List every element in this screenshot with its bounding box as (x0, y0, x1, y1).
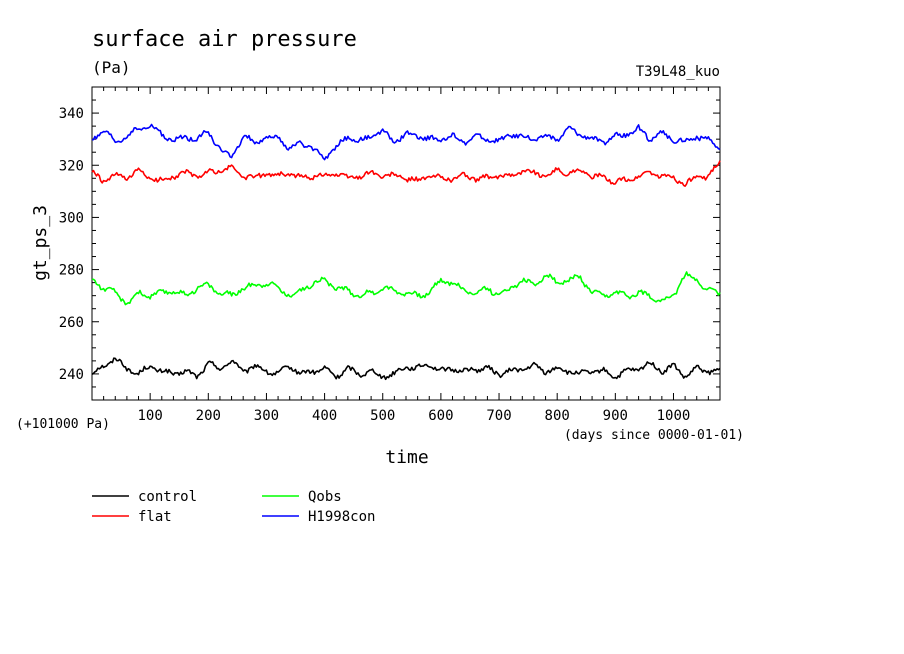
y-offset-note: (+101000 Pa) (16, 417, 110, 432)
y-axis-label: gt_ps_3 (30, 205, 51, 281)
x-unit-note: (days since 0000-01-01) (564, 428, 744, 443)
x-tick-label: 600 (428, 408, 453, 424)
x-tick-label: 300 (254, 408, 279, 424)
x-tick-labels: 100 200 300 400 500 600 700 800 900 1000 (137, 408, 690, 424)
series-line-H1998con (91, 123, 721, 161)
x-tick-label: 700 (486, 408, 511, 424)
chart-units: (Pa) (92, 58, 131, 77)
x-axis-label: time (385, 447, 428, 468)
legend-label: Qobs (308, 489, 342, 505)
x-tick-label: 1000 (657, 408, 691, 424)
chart-title: surface air pressure (92, 27, 357, 52)
legend-label: H1998con (308, 509, 375, 525)
y-tick-label: 280 (59, 263, 84, 279)
x-tick-label: 100 (137, 408, 162, 424)
y-tick-labels: 240 260 280 300 320 340 (59, 106, 84, 383)
x-tick-label: 800 (545, 408, 570, 424)
y-tick-label: 320 (59, 158, 84, 174)
y-tick-label: 340 (59, 106, 84, 122)
x-tick-label: 900 (603, 408, 628, 424)
series-line-control (91, 357, 721, 381)
legend: control flat Qobs H1998con (92, 489, 375, 525)
legend-label: control (138, 489, 197, 505)
series-line-Qobs (91, 271, 721, 306)
y-tick-label: 240 (59, 367, 84, 383)
series-line-flat (91, 160, 721, 187)
series-lines (91, 123, 721, 381)
y-tick-label: 300 (59, 210, 84, 226)
legend-label: flat (138, 509, 172, 525)
axis-ticks (92, 87, 720, 400)
y-tick-label: 260 (59, 315, 84, 331)
run-label: T39L48_kuo (636, 64, 720, 80)
x-tick-label: 500 (370, 408, 395, 424)
x-tick-label: 200 (196, 408, 221, 424)
plot-frame (91, 86, 721, 401)
x-tick-label: 400 (312, 408, 337, 424)
